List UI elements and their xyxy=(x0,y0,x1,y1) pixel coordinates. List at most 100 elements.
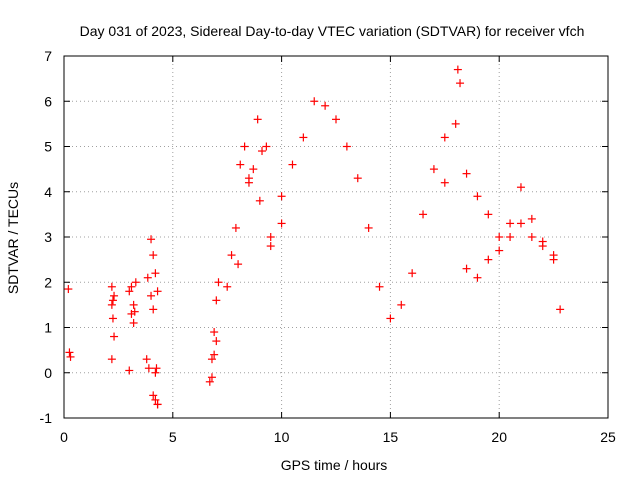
data-point xyxy=(397,300,406,309)
y-tick-label: 5 xyxy=(44,139,52,155)
data-point xyxy=(386,314,395,323)
data-point xyxy=(129,318,138,327)
data-point xyxy=(149,251,158,260)
y-tick-label: 0 xyxy=(44,365,52,381)
data-series xyxy=(64,65,565,409)
data-point xyxy=(151,269,160,278)
data-point xyxy=(147,291,156,300)
data-point xyxy=(299,133,308,142)
data-point xyxy=(107,300,116,309)
data-point xyxy=(236,160,245,169)
data-point xyxy=(210,350,219,359)
grid xyxy=(64,56,608,418)
data-point xyxy=(456,79,465,88)
x-tick-label: 5 xyxy=(169,429,177,445)
data-point xyxy=(440,133,449,142)
data-point xyxy=(149,391,158,400)
data-point xyxy=(527,233,536,241)
y-axis-label: SDTVAR / TECUs xyxy=(5,182,21,294)
data-point xyxy=(249,165,258,174)
data-point xyxy=(516,219,525,228)
data-point xyxy=(151,395,160,404)
data-point xyxy=(495,233,504,241)
data-point xyxy=(240,142,249,151)
y-tick-label: 4 xyxy=(44,184,52,200)
data-point xyxy=(440,178,449,187)
data-point xyxy=(321,101,330,110)
y-tick-label: 1 xyxy=(44,320,52,336)
y-tick-label: 6 xyxy=(44,93,52,109)
data-point xyxy=(332,115,340,124)
data-point xyxy=(527,214,536,223)
data-point xyxy=(473,273,482,282)
data-point xyxy=(66,352,75,361)
y-tick-label: 3 xyxy=(44,229,52,245)
data-point xyxy=(130,307,139,316)
y-tick-label: 7 xyxy=(44,48,52,64)
data-point xyxy=(223,282,232,291)
data-point xyxy=(212,296,221,305)
x-ticks: 0 5 10 15 20 25 xyxy=(60,56,616,445)
data-point xyxy=(127,282,136,291)
data-point xyxy=(212,337,221,346)
data-point xyxy=(142,355,151,364)
data-point xyxy=(65,348,74,357)
data-point xyxy=(107,282,116,291)
data-point xyxy=(310,97,319,106)
data-point xyxy=(266,242,275,251)
data-point xyxy=(153,400,162,409)
data-point xyxy=(234,260,243,269)
data-point xyxy=(277,192,286,201)
data-point xyxy=(451,119,460,128)
x-tick-label: 10 xyxy=(274,429,290,445)
data-point xyxy=(125,287,134,296)
data-point xyxy=(516,183,525,192)
data-point xyxy=(375,282,384,291)
data-point xyxy=(258,147,267,156)
data-point xyxy=(353,174,362,183)
data-point xyxy=(506,233,515,241)
data-point xyxy=(506,219,515,228)
data-point xyxy=(108,314,117,323)
data-point xyxy=(288,160,297,169)
data-point xyxy=(147,235,156,244)
data-point xyxy=(556,305,565,314)
data-point xyxy=(266,233,275,241)
data-point xyxy=(262,142,271,151)
y-tick-label: 2 xyxy=(44,274,52,290)
data-point xyxy=(64,285,73,294)
data-point xyxy=(110,332,119,341)
data-point xyxy=(342,142,351,151)
data-point xyxy=(231,223,240,232)
data-point xyxy=(207,355,216,364)
data-point xyxy=(143,273,152,282)
data-point xyxy=(549,251,558,260)
data-point xyxy=(227,251,236,260)
x-axis-label: GPS time / hours xyxy=(281,457,388,473)
data-point xyxy=(419,210,428,219)
data-point xyxy=(484,210,493,219)
data-point xyxy=(253,115,262,124)
data-point xyxy=(244,178,253,187)
y-ticks: -1 0 1 2 3 4 5 6 7 xyxy=(40,48,608,426)
data-point xyxy=(207,373,216,382)
x-tick-label: 20 xyxy=(491,429,507,445)
data-point xyxy=(149,305,158,314)
data-point xyxy=(151,368,160,377)
data-point xyxy=(144,364,153,373)
data-point xyxy=(205,377,214,386)
data-point xyxy=(214,278,223,287)
data-point xyxy=(453,65,462,74)
data-point xyxy=(152,364,161,373)
data-point xyxy=(277,219,286,228)
chart-title: Day 031 of 2023, Sidereal Day-to-day VTE… xyxy=(80,23,585,39)
data-point xyxy=(408,269,417,278)
data-point xyxy=(364,223,373,232)
data-point xyxy=(110,291,119,300)
data-point xyxy=(153,287,162,296)
data-point xyxy=(108,296,117,305)
data-point xyxy=(125,366,134,375)
data-point xyxy=(107,355,116,364)
data-point xyxy=(210,328,219,337)
